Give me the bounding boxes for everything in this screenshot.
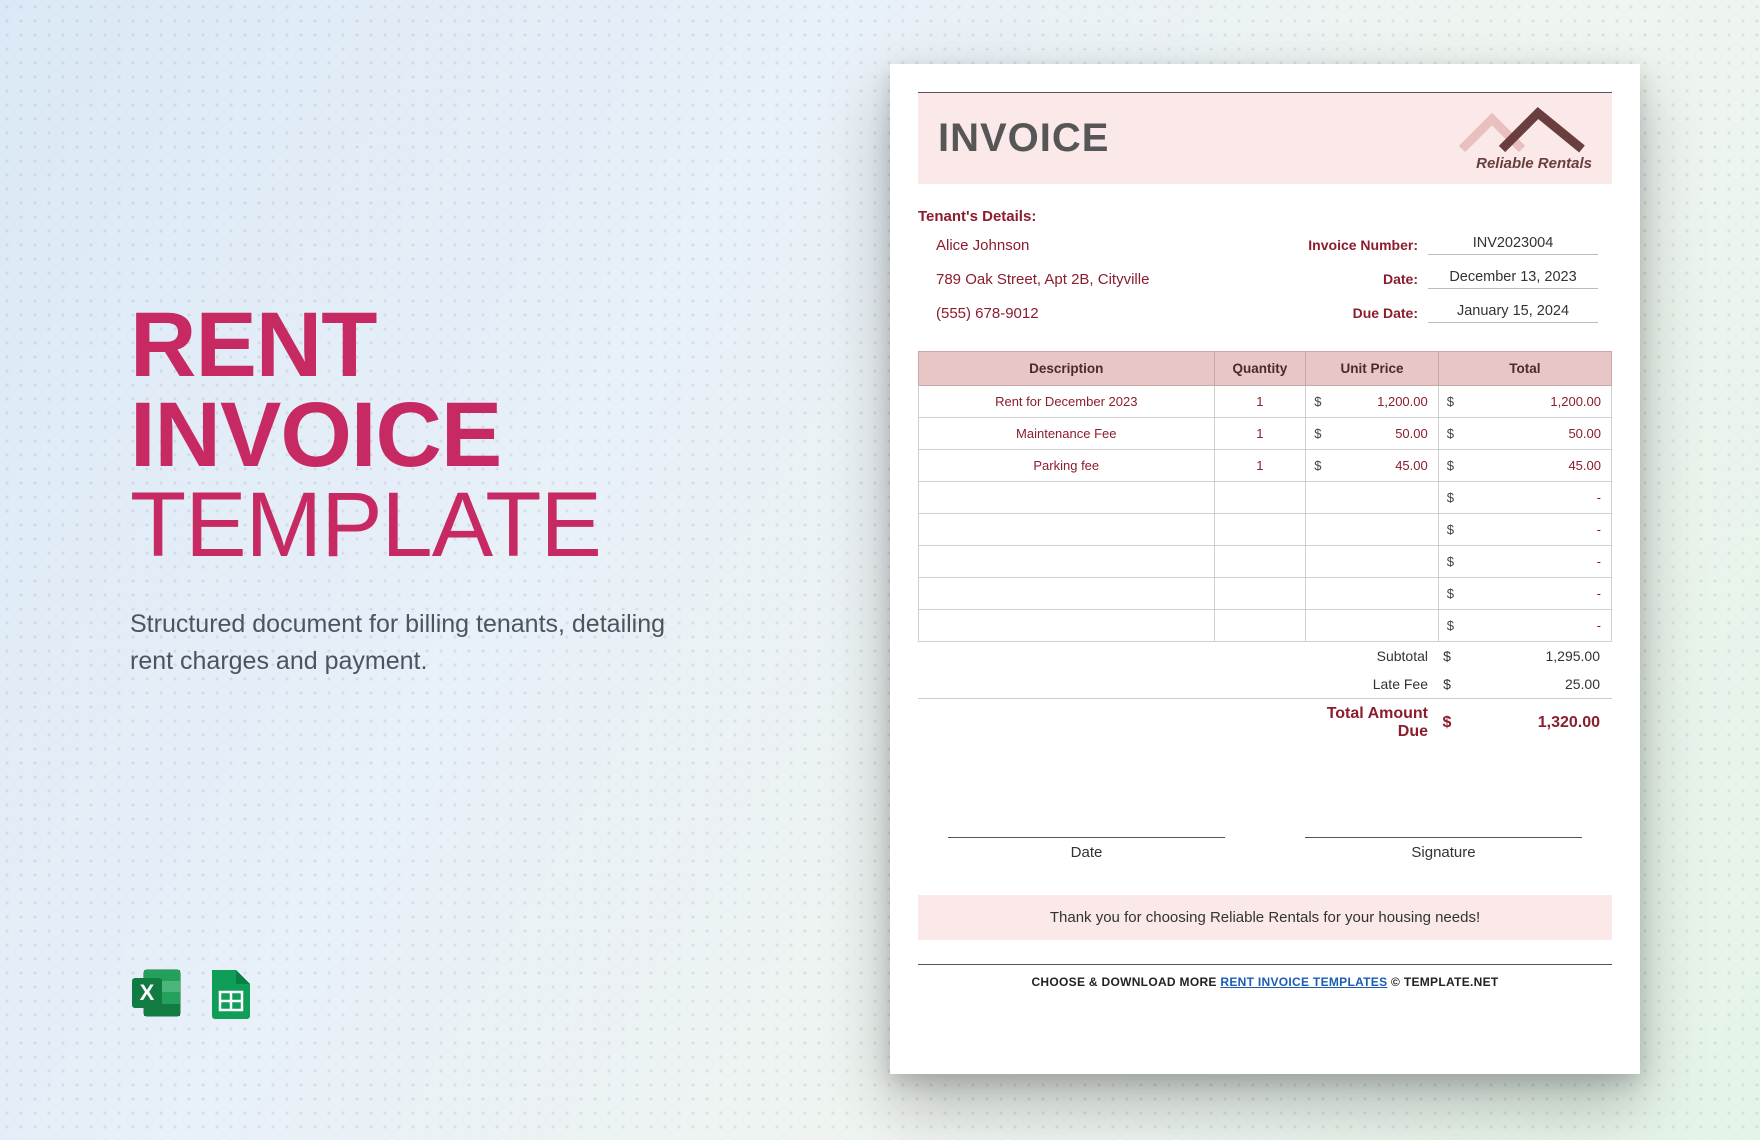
table-row-empty: $- [919,610,1612,642]
cell-unit-price: $1,200.00 [1306,386,1438,418]
total-due-value: 1,320.00 [1460,714,1610,732]
cell-description: Rent for December 2023 [919,386,1215,418]
subtotal-row: Subtotal $ 1,295.00 [918,642,1612,670]
cell-total-empty: $- [1438,578,1611,610]
table-row-empty: $- [919,546,1612,578]
tenant-phone: (555) 678-9012 [918,305,1278,322]
footer-suffix: © TEMPLATE.NET [1387,975,1498,989]
cell-description: Maintenance Fee [919,418,1215,450]
table-header-row: Description Quantity Unit Price Total [919,352,1612,386]
late-fee-label: Late Fee [1304,676,1434,692]
invoice-date-label: Date: [1278,271,1428,287]
cell-quantity: 1 [1214,386,1306,418]
thanks-message: Thank you for choosing Reliable Rentals … [918,895,1612,940]
total-due-label: Total Amount Due [1304,705,1434,741]
footer-link[interactable]: RENT INVOICE TEMPLATES [1220,975,1387,989]
cell-total: $1,200.00 [1438,386,1611,418]
cell-total-empty: $- [1438,482,1611,514]
subtotal-currency: $ [1434,648,1460,664]
due-date-value: January 15, 2024 [1428,303,1598,323]
footer-text: CHOOSE & DOWNLOAD MORE RENT INVOICE TEMP… [918,975,1612,989]
subtotal-label: Subtotal [1304,648,1434,664]
tenant-header: Tenant's Details: [918,208,1612,225]
col-total: Total [1438,352,1611,386]
due-date-label: Due Date: [1278,305,1428,321]
cell-total: $45.00 [1438,450,1611,482]
cell-quantity: 1 [1214,418,1306,450]
total-due-currency: $ [1434,714,1460,732]
footer-rule [918,964,1612,965]
invoice-number-value: INV2023004 [1428,235,1598,255]
cell-description: Parking fee [919,450,1215,482]
promo-title-line2: INVOICE [130,390,690,480]
promo-title-line3: TEMPLATE [130,480,690,570]
invoice-number-label: Invoice Number: [1278,237,1428,253]
promo-title-line1: RENT [130,300,690,390]
cell-total-empty: $- [1438,610,1611,642]
svg-text:X: X [140,980,155,1005]
excel-icon: X [130,966,184,1020]
tenant-details-block: Tenant's Details: Alice Johnson Invoice … [918,208,1612,323]
cell-unit-price: $45.00 [1306,450,1438,482]
cell-total: $50.00 [1438,418,1611,450]
cell-unit-price: $50.00 [1306,418,1438,450]
promo-subtitle: Structured document for billing tenants,… [130,606,690,679]
late-fee-row: Late Fee $ 25.00 [918,670,1612,698]
cell-quantity: 1 [1214,450,1306,482]
signature-row: Date Signature [918,837,1612,861]
cell-total-empty: $- [1438,546,1611,578]
company-name: Reliable Rentals [1452,155,1592,172]
table-row: Parking fee1$45.00$45.00 [919,450,1612,482]
table-row-empty: $- [919,578,1612,610]
col-unit-price: Unit Price [1306,352,1438,386]
sig-label: Signature [1305,844,1582,861]
company-logo: Reliable Rentals [1452,105,1592,172]
table-row-empty: $- [919,482,1612,514]
date-sig-label: Date [948,844,1225,861]
summary-block: Subtotal $ 1,295.00 Late Fee $ 25.00 Tot… [918,642,1612,747]
table-row-empty: $- [919,514,1612,546]
date-signature-box: Date [948,837,1225,861]
invoice-header-band: INVOICE Reliable Rentals [918,92,1612,184]
table-row: Maintenance Fee1$50.00$50.00 [919,418,1612,450]
table-row: Rent for December 20231$1,200.00$1,200.0… [919,386,1612,418]
google-sheets-icon [202,966,256,1020]
invoice-title: INVOICE [938,116,1109,161]
signature-box: Signature [1305,837,1582,861]
line-items-table: Description Quantity Unit Price Total Re… [918,351,1612,642]
promo-panel: RENT INVOICE TEMPLATE Structured documen… [130,300,690,679]
tenant-name: Alice Johnson [918,237,1278,254]
footer-prefix: CHOOSE & DOWNLOAD MORE [1031,975,1220,989]
col-description: Description [919,352,1215,386]
late-fee-value: 25.00 [1460,676,1610,692]
invoice-date-value: December 13, 2023 [1428,269,1598,289]
invoice-document: INVOICE Reliable Rentals Tenant's Detail… [890,64,1640,1074]
tenant-address: 789 Oak Street, Apt 2B, Cityville [918,271,1278,288]
total-due-row: Total Amount Due $ 1,320.00 [918,698,1612,747]
late-fee-currency: $ [1434,676,1460,692]
cell-total-empty: $- [1438,514,1611,546]
col-quantity: Quantity [1214,352,1306,386]
format-icons: X [130,966,256,1020]
subtotal-value: 1,295.00 [1460,648,1610,664]
